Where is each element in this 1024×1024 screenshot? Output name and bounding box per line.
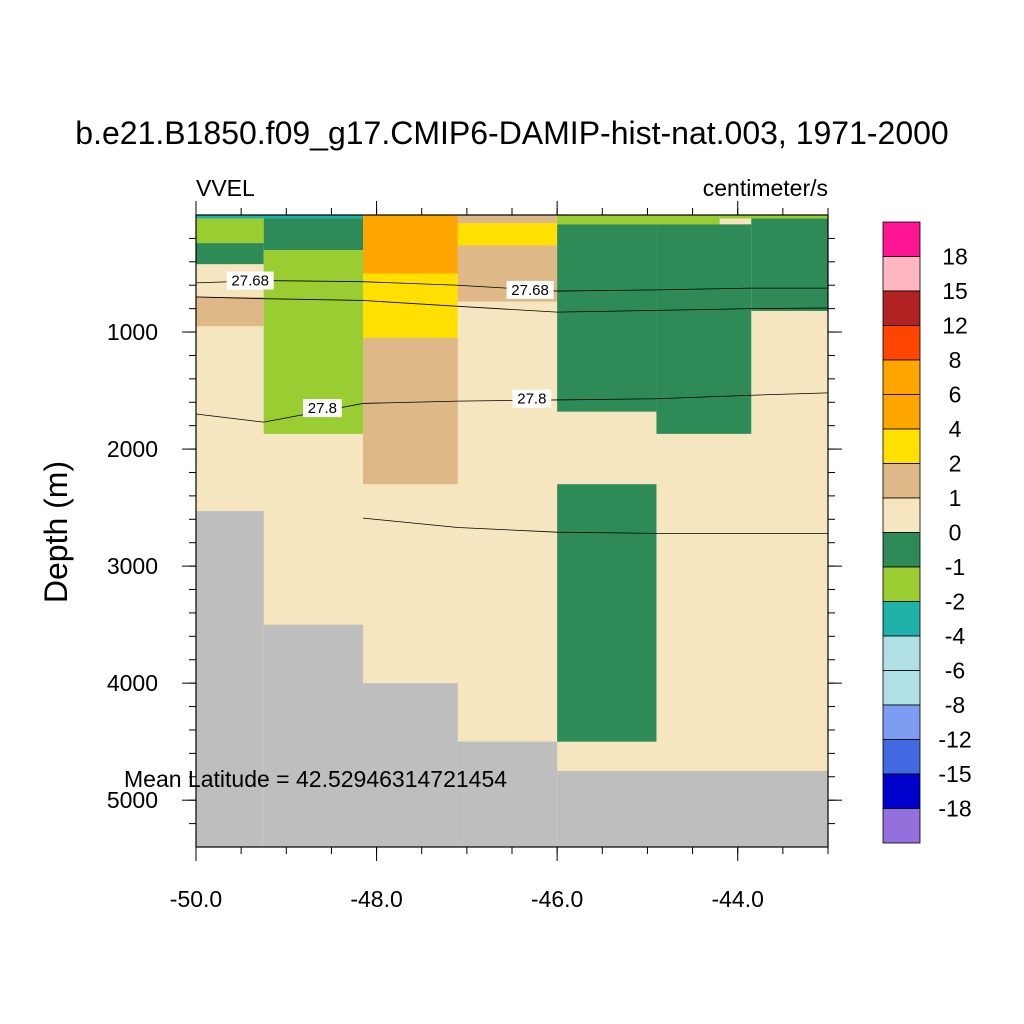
colorbar-label: -15 <box>938 761 971 787</box>
axis-ticks: -50.0 -48.0 -46.0 -44.0 1000 2000 3000 4000 5000 <box>107 201 842 912</box>
colorbar-swatch <box>882 739 921 775</box>
colorbar-label: -2 <box>945 589 965 615</box>
land-mask-cell <box>196 511 264 847</box>
land-mask-cell <box>457 741 558 847</box>
vvel-cell <box>557 224 657 412</box>
colorbar-label: 0 <box>949 520 962 546</box>
x-tick-label: -50.0 <box>170 886 222 912</box>
contour-label-box <box>303 399 342 418</box>
land-mask-cell <box>363 683 458 847</box>
colorbar-label: 6 <box>949 382 962 408</box>
vvel-cell <box>719 215 828 219</box>
vvel-cell <box>363 215 458 274</box>
colorbar-swatch <box>882 670 921 706</box>
colorbar-label: 4 <box>949 416 962 442</box>
colorbar-label: 2 <box>949 451 962 477</box>
colorbar-label: 1 <box>949 485 962 511</box>
contour-label: 27.8 <box>517 391 546 408</box>
colorbar-swatch <box>882 532 921 568</box>
vvel-cell <box>263 218 364 251</box>
vvel-cell <box>196 215 264 219</box>
colorbar-swatch <box>882 394 921 430</box>
contour-label: 27.68 <box>231 273 269 290</box>
colorbar-swatch <box>882 601 921 637</box>
colorbar-label: -4 <box>945 623 966 649</box>
colorbar-label: 15 <box>942 278 968 304</box>
land-mask-cell <box>557 770 828 847</box>
colorbar-label: -6 <box>945 658 965 684</box>
subtitle-right: centimeter/s <box>703 175 828 201</box>
colorbar-swatch <box>882 704 921 740</box>
x-tick-label: -44.0 <box>711 886 763 912</box>
vvel-cell <box>457 223 558 246</box>
y-tick-label: 2000 <box>107 436 158 462</box>
colorbar-label: 18 <box>942 244 968 270</box>
colorbar-swatch <box>882 256 921 292</box>
contour-label: 27.68 <box>511 282 549 299</box>
contour-label: 27.8 <box>308 400 337 417</box>
colorbar-label: -18 <box>938 796 971 822</box>
y-tick-label: 5000 <box>107 787 158 813</box>
y-tick-label: 4000 <box>107 670 158 696</box>
colorbar-swatch <box>882 566 921 602</box>
colorbar-label: 12 <box>942 313 968 339</box>
vvel-cell <box>196 218 264 244</box>
colorbar-swatch <box>882 325 921 361</box>
y-tick-label: 3000 <box>107 553 158 579</box>
colorbar-swatch <box>882 773 921 809</box>
colorbar-swatch <box>882 497 921 533</box>
land-mask-cell <box>263 624 364 847</box>
density-contours: 27.68 27.68 27.8 27.8 <box>195 271 829 534</box>
colorbar-label: 8 <box>949 347 962 373</box>
colorbar-swatch <box>882 635 921 671</box>
chart-title: b.e21.B1850.f09_g17.CMIP6-DAMIP-hist-nat… <box>75 115 948 151</box>
vvel-cell <box>196 243 264 265</box>
colorbar-swatch <box>882 808 921 844</box>
vvel-cell <box>457 215 558 224</box>
vvel-cell <box>557 484 657 742</box>
colorbar-swatch <box>882 463 921 499</box>
vvel-cell <box>196 296 264 327</box>
colorbar-label: -1 <box>945 554 965 580</box>
vvel-cell <box>751 218 828 311</box>
x-tick-label: -48.0 <box>350 886 402 912</box>
vvel-cell <box>557 215 720 225</box>
x-tick-label: -46.0 <box>531 886 583 912</box>
contour-label-box <box>226 271 274 290</box>
colorbar-label: -8 <box>945 692 965 718</box>
y-axis-label: Depth (m) <box>38 461 74 603</box>
colorbar-swatch <box>882 359 921 395</box>
vvel-cell <box>363 337 458 485</box>
vvel-cell <box>263 215 364 219</box>
contour-line <box>195 392 829 423</box>
colorbar: 18 15 12 8 6 4 2 1 0 -1 -2 -4 -6 -8 -12 -15 -18 <box>882 221 972 844</box>
contour-line <box>362 517 828 534</box>
contour-line <box>195 296 829 313</box>
contour-label-box <box>506 280 554 299</box>
colorbar-label: -12 <box>938 727 971 753</box>
subtitle-left: VVEL <box>196 175 255 201</box>
colorbar-swatch <box>882 290 921 326</box>
colorbar-swatch <box>882 428 921 464</box>
colorbar-swatch <box>882 221 921 257</box>
mean-latitude-annotation: Mean Latitude = 42.52946314721454 <box>124 766 507 792</box>
vvel-cell <box>656 224 752 434</box>
contour-label-box <box>512 389 552 408</box>
y-tick-label: 1000 <box>107 319 158 345</box>
